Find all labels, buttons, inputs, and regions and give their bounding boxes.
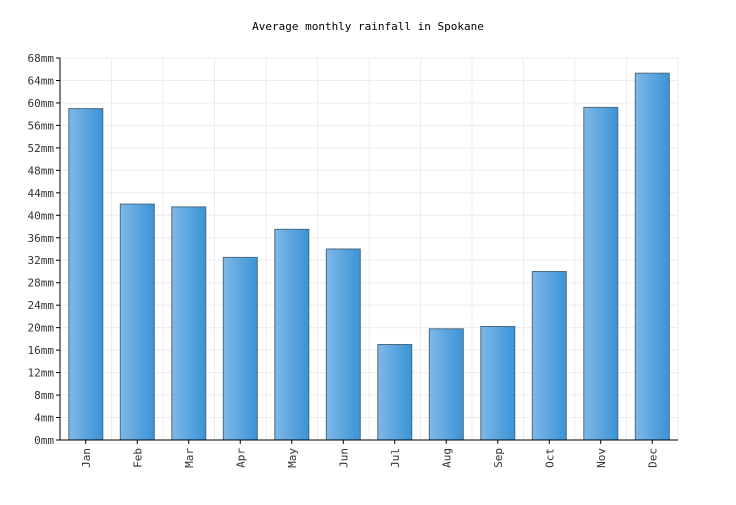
bar-apr: [222, 256, 258, 441]
bar-oct: [531, 271, 567, 441]
y-tick-label: 44mm: [28, 187, 55, 200]
bar-dec: [634, 72, 670, 441]
y-tick-label: 56mm: [28, 119, 55, 132]
y-tick-label: 36mm: [28, 232, 55, 245]
bar-aug: [428, 328, 464, 441]
bar-jan: [68, 108, 104, 441]
bar-jul: [377, 344, 413, 441]
bar-feb: [119, 203, 155, 441]
y-tick-label: 16mm: [28, 344, 55, 357]
y-tick-label: 0mm: [34, 434, 54, 447]
y-tick-label: 68mm: [28, 52, 55, 65]
x-tick-label: Feb: [131, 448, 144, 468]
x-tick-label: Aug: [440, 448, 453, 468]
y-tick-label: 40mm: [28, 209, 55, 222]
x-tick-label: Jul: [389, 448, 402, 468]
x-tick-label: Jan: [80, 448, 93, 468]
y-tick-label: 52mm: [28, 142, 55, 155]
x-tick-label: Sep: [492, 448, 505, 468]
y-tick-label: 12mm: [28, 367, 55, 380]
x-tick-label: Oct: [543, 448, 556, 468]
x-tick-label: Nov: [595, 448, 608, 468]
x-tick-label: Jun: [337, 448, 350, 468]
bar-jun: [325, 248, 361, 441]
y-tick-label: 64mm: [28, 74, 55, 87]
chart-title: Average monthly rainfall in Spokane: [252, 20, 484, 33]
y-tick-label: 32mm: [28, 254, 55, 267]
y-tick-label: 28mm: [28, 277, 55, 290]
y-tick-label: 20mm: [28, 322, 55, 335]
bar-may: [274, 228, 310, 441]
y-tick-label: 60mm: [28, 97, 55, 110]
y-tick-label: 48mm: [28, 164, 55, 177]
bar-sep: [480, 326, 516, 441]
x-tick-label: Mar: [183, 448, 196, 468]
bar-nov: [583, 106, 619, 441]
y-tick-label: 4mm: [34, 412, 54, 425]
bar-mar: [171, 206, 207, 441]
x-tick-label: May: [286, 448, 299, 468]
x-tick-label: Apr: [234, 448, 247, 468]
y-tick-label: 24mm: [28, 299, 55, 312]
x-tick-label: Dec: [646, 448, 659, 468]
y-tick-label: 8mm: [34, 389, 54, 402]
